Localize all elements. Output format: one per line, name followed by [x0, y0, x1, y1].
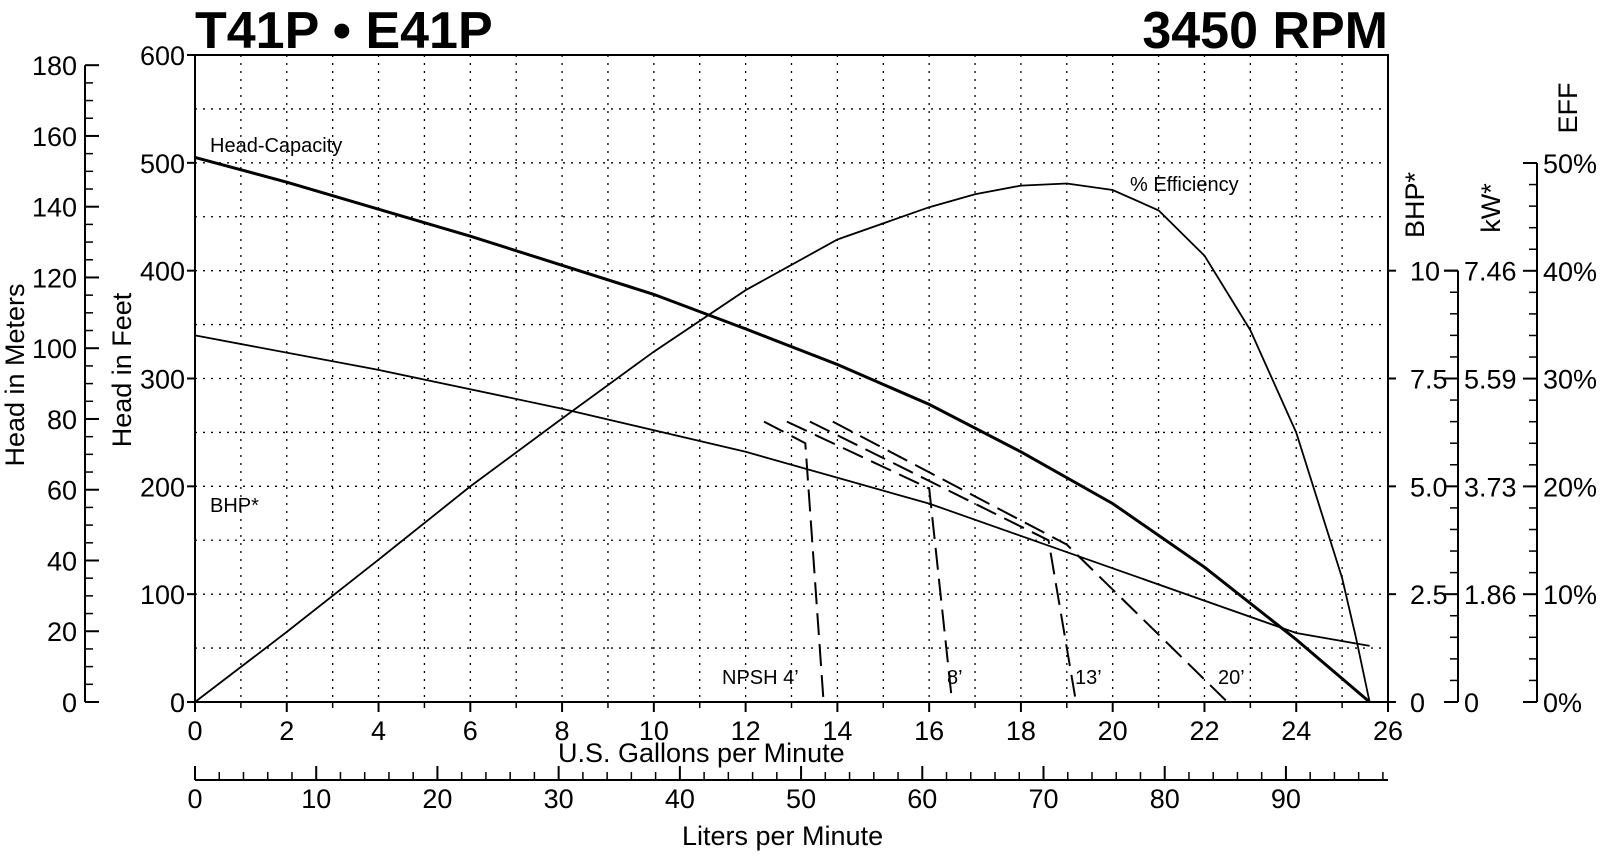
- y-eff-tick-label: 40%: [1543, 257, 1597, 287]
- y-meters-tick-label: 180: [32, 51, 77, 81]
- y-axis-title-eff: EFF: [1553, 83, 1583, 134]
- y-meters-tick-label: 40: [47, 546, 77, 576]
- y-meters-tick-label: 120: [32, 263, 77, 293]
- y-bhp-tick-label: 7.5: [1410, 365, 1448, 395]
- x-tick-label: 26: [1373, 716, 1403, 746]
- grid: [195, 55, 1388, 702]
- npsh-curve-2: [809, 420, 1077, 703]
- y-axis-title-meters: Head in Meters: [0, 283, 30, 466]
- x-tick-label: 2: [279, 716, 294, 746]
- annotation-npsh-8: 8’: [947, 667, 963, 689]
- chart-title-right: 3450 RPM: [1142, 2, 1388, 60]
- head-capacity-curve: [194, 155, 1371, 704]
- y-meters-tick-label: 160: [32, 122, 77, 152]
- x-tick-label: 0: [187, 716, 202, 746]
- x-axis-title: U.S. Gallons per Minute: [558, 738, 845, 768]
- x-tick-label: 14: [822, 716, 852, 746]
- lpm-tick-label: 40: [665, 784, 695, 814]
- y-feet-tick-label: 500: [140, 149, 185, 179]
- y-meters-tick-label: 100: [32, 334, 77, 364]
- x-tick-label: 22: [1189, 716, 1219, 746]
- annotation-efficiency: % Efficiency: [1130, 174, 1239, 196]
- lpm-tick-label: 50: [786, 784, 816, 814]
- y-feet-tick-label: 0: [170, 688, 185, 718]
- y-axis-title-feet: Head in Feet: [107, 292, 137, 447]
- x-tick-label: 18: [1006, 716, 1036, 746]
- y-eff-tick-label: 10%: [1543, 580, 1597, 610]
- x-tick-label: 12: [731, 716, 761, 746]
- y-eff-tick-label: 0%: [1543, 688, 1582, 718]
- y-feet-tick-label: 100: [140, 580, 185, 610]
- y-axis-title-kw: kW*: [1476, 183, 1506, 233]
- lpm-tick-label: 0: [187, 784, 202, 814]
- y-bhp-tick-label: 0: [1410, 688, 1425, 718]
- y-kw-tick-label: 5.59: [1464, 365, 1517, 395]
- x-tick-label: 10: [639, 716, 669, 746]
- plot-frame: [194, 54, 1389, 703]
- y-bhp-tick-label: 5.0: [1410, 472, 1448, 502]
- y-kw-tick-label: 3.73: [1464, 472, 1517, 502]
- x-axis-title-secondary: Liters per Minute: [682, 821, 883, 851]
- y-kw-tick-label: 0: [1464, 688, 1479, 718]
- y-feet-tick-label: 300: [140, 365, 185, 395]
- x-tick-label: 4: [371, 716, 386, 746]
- y-bhp-tick-label: 2.5: [1410, 580, 1448, 610]
- y-kw-tick-label: 1.86: [1464, 580, 1517, 610]
- lpm-tick-label: 10: [301, 784, 331, 814]
- lpm-tick-label: 70: [1028, 784, 1058, 814]
- efficiency-curve: [194, 182, 1371, 703]
- x-tick-label: 16: [914, 716, 944, 746]
- y-eff-tick-label: 20%: [1543, 472, 1597, 502]
- y-meters-tick-label: 60: [47, 476, 77, 506]
- y-feet-tick-label: 600: [140, 41, 185, 71]
- annotation-head-capacity: Head-Capacity: [210, 135, 342, 157]
- y-meters-tick-label: 80: [47, 405, 77, 435]
- y-meters-tick-label: 20: [47, 617, 77, 647]
- x-tick-label: 6: [463, 716, 478, 746]
- annotation-npsh-20: 20’: [1218, 667, 1245, 689]
- lpm-tick-label: 20: [422, 784, 452, 814]
- curves: [194, 155, 1371, 704]
- npsh-curve-3: [832, 420, 1229, 703]
- npsh-curve-1: [786, 420, 954, 703]
- x-tick-label: 20: [1098, 716, 1128, 746]
- y-kw-tick-label: 7.46: [1464, 257, 1517, 287]
- lpm-tick-label: 80: [1150, 784, 1180, 814]
- chart-title-left: T41P • E41P: [195, 2, 493, 60]
- y-axis-title-bhp: BHP*: [1400, 171, 1430, 238]
- annotation-npsh-13: 13’: [1075, 667, 1102, 689]
- y-meters-tick-label: 140: [32, 193, 77, 223]
- annotation-npsh-4: NPSH 4’: [722, 667, 799, 689]
- axes: 0 2 4 6 8 10 12 14 16 18 20 22 24 2601002003004005006…: [32, 41, 1597, 814]
- lpm-tick-label: 90: [1271, 784, 1301, 814]
- lpm-tick-label: 30: [544, 784, 574, 814]
- x-tick-label: 8: [555, 716, 570, 746]
- y-eff-tick-label: 30%: [1543, 365, 1597, 395]
- lpm-tick-label: 60: [907, 784, 937, 814]
- x-tick-label: 24: [1281, 716, 1311, 746]
- y-meters-tick-label: 0: [62, 688, 77, 718]
- y-feet-tick-label: 400: [140, 257, 185, 287]
- npsh-curve-0: [763, 420, 825, 703]
- y-eff-tick-label: 50%: [1543, 149, 1597, 179]
- annotation-bhp: BHP*: [210, 495, 259, 517]
- bhp-curve: [194, 334, 1370, 647]
- y-bhp-tick-label: 10: [1410, 257, 1440, 287]
- y-feet-tick-label: 200: [140, 472, 185, 502]
